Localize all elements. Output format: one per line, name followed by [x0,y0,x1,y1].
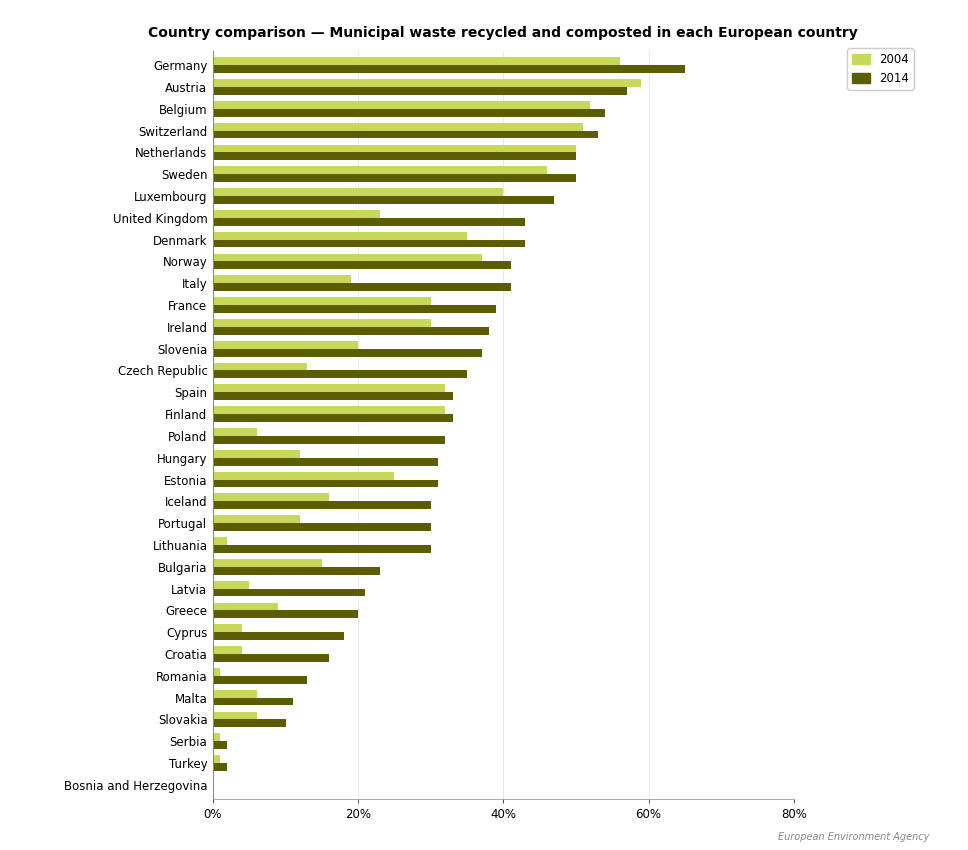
Bar [213,240,525,247]
Bar [213,654,329,662]
Bar [213,174,576,182]
Bar [213,450,300,457]
Bar [213,152,576,161]
Legend: 2004, 2014: 2004, 2014 [847,48,914,90]
Bar [213,109,605,116]
Bar [213,515,300,523]
Bar [213,537,227,545]
Bar [213,603,279,610]
Bar [213,559,321,567]
Bar [213,436,445,444]
Bar [213,275,350,283]
Bar [213,428,257,436]
Bar [213,624,242,632]
Bar [213,262,511,269]
Bar [213,414,452,422]
Bar [213,348,482,356]
Bar [213,457,438,466]
Bar [213,698,292,705]
Bar [213,719,286,728]
Bar [213,734,221,741]
Bar [213,57,620,65]
Bar [213,479,438,487]
Bar [213,144,576,152]
Bar [213,610,358,618]
Bar [213,741,227,749]
Bar [213,363,308,371]
Bar [213,581,250,588]
Bar [213,755,221,763]
Bar [213,588,366,597]
Bar [213,319,431,327]
Text: European Environment Agency: European Environment Agency [778,831,929,842]
Bar [213,210,379,218]
Bar [213,122,583,131]
Bar [213,65,685,73]
Bar [213,232,468,240]
Bar [213,393,452,400]
Bar [213,545,431,552]
Bar [213,167,547,174]
Bar [213,218,525,226]
Bar [213,494,329,502]
Bar [213,406,445,414]
Bar [213,668,221,676]
Bar [213,676,308,683]
Bar [213,188,503,196]
Bar [213,327,489,335]
Bar [213,253,482,262]
Bar [213,567,379,575]
Bar [213,763,227,771]
Bar [213,196,554,204]
Bar [213,384,445,393]
Title: Country comparison — Municipal waste recycled and composted in each European cou: Country comparison — Municipal waste rec… [148,26,859,40]
Bar [213,711,257,719]
Bar [213,371,468,378]
Bar [213,305,497,313]
Bar [213,87,627,95]
Bar [213,101,590,109]
Bar [213,472,395,479]
Bar [213,283,511,291]
Bar [213,646,242,654]
Bar [213,298,431,305]
Bar [213,689,257,698]
Bar [213,131,598,139]
Bar [213,79,641,87]
Bar [213,502,431,509]
Bar [213,632,344,640]
Bar [213,523,431,531]
Bar [213,341,358,348]
